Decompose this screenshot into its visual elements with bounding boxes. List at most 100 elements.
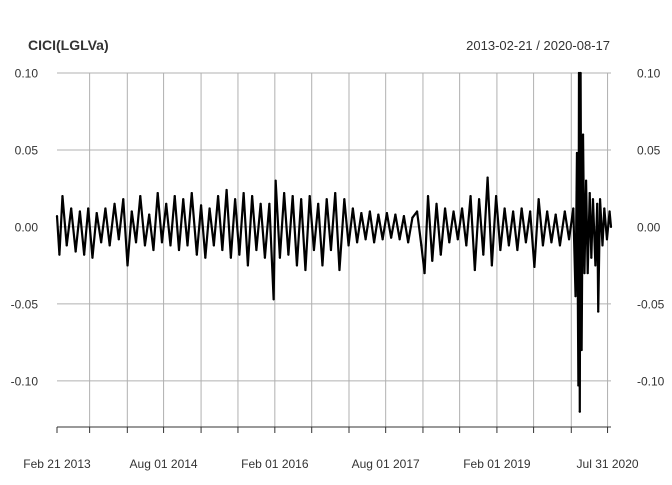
data-point bbox=[338, 268, 341, 272]
data-point bbox=[512, 210, 515, 213]
data-point bbox=[122, 198, 125, 201]
data-point bbox=[268, 202, 271, 205]
data-point bbox=[586, 271, 589, 275]
data-point bbox=[65, 244, 68, 247]
data-point bbox=[190, 191, 193, 195]
data-point bbox=[503, 207, 506, 210]
data-point bbox=[156, 191, 159, 195]
data-point bbox=[148, 213, 151, 216]
data-point bbox=[448, 241, 451, 244]
y-tick-label-left: -0.10 bbox=[11, 374, 39, 388]
data-point bbox=[390, 236, 393, 239]
data-point bbox=[402, 215, 406, 218]
data-point bbox=[377, 213, 380, 216]
data-point bbox=[304, 268, 307, 272]
data-point bbox=[291, 195, 294, 198]
data-point bbox=[356, 241, 359, 244]
series-layer bbox=[55, 71, 613, 413]
x-tick-label: Feb 01 2019 bbox=[463, 457, 531, 471]
data-point bbox=[577, 71, 581, 75]
data-point bbox=[443, 207, 447, 210]
data-point bbox=[91, 256, 94, 259]
data-point bbox=[221, 248, 224, 252]
data-point bbox=[415, 210, 419, 213]
data-point bbox=[229, 256, 232, 259]
axis-layer: 0.10 0.10 0.05 0.05 0.00 0.00 -0.05 -0.05 -0.10 -… bbox=[11, 67, 665, 472]
data-point bbox=[581, 133, 585, 136]
data-point bbox=[165, 202, 168, 205]
data-point bbox=[580, 348, 583, 352]
data-point bbox=[351, 207, 354, 210]
data-point bbox=[274, 179, 277, 182]
data-point bbox=[204, 256, 207, 259]
x-tick-label: Aug 01 2014 bbox=[130, 457, 198, 471]
data-point bbox=[343, 198, 346, 201]
data-point bbox=[605, 238, 609, 241]
data-point bbox=[58, 253, 61, 256]
y-tick-label-right: -0.10 bbox=[637, 374, 665, 388]
data-point bbox=[486, 176, 489, 179]
data-point bbox=[584, 179, 588, 182]
data-point bbox=[490, 264, 493, 267]
data-point bbox=[78, 210, 81, 213]
data-point bbox=[300, 198, 303, 201]
data-point bbox=[575, 151, 579, 155]
data-point bbox=[373, 241, 376, 244]
y-tick-label-right: 0.10 bbox=[637, 67, 661, 81]
data-point bbox=[113, 202, 116, 205]
data-point bbox=[456, 238, 459, 241]
data-point bbox=[583, 271, 586, 275]
data-point bbox=[465, 244, 468, 247]
data-point bbox=[385, 211, 388, 215]
x-tick-label: Aug 01 2017 bbox=[352, 457, 420, 471]
x-tick-label: Feb 21 2013 bbox=[23, 457, 91, 471]
data-point bbox=[533, 265, 536, 269]
data-point bbox=[609, 225, 613, 229]
data-point bbox=[177, 248, 181, 252]
data-point bbox=[287, 253, 290, 256]
data-point bbox=[134, 241, 138, 244]
data-point bbox=[321, 264, 324, 267]
data-point bbox=[579, 71, 582, 75]
data-point bbox=[329, 248, 333, 252]
data-point bbox=[317, 202, 320, 205]
data-point bbox=[216, 195, 220, 198]
data-point bbox=[520, 207, 523, 210]
data-point bbox=[368, 210, 371, 213]
data-point bbox=[143, 244, 147, 247]
data-point bbox=[407, 241, 410, 244]
data-point bbox=[563, 210, 566, 213]
data-point bbox=[588, 191, 591, 195]
data-point bbox=[381, 238, 384, 241]
data-point bbox=[590, 256, 593, 259]
data-point bbox=[473, 268, 476, 272]
data-point bbox=[246, 264, 249, 267]
data-point bbox=[574, 295, 577, 298]
x-tick-label: Jul 31 2020 bbox=[577, 457, 639, 471]
data-point bbox=[195, 253, 198, 256]
data-point bbox=[591, 198, 595, 201]
data-point bbox=[360, 211, 363, 215]
data-point bbox=[507, 244, 510, 247]
data-point bbox=[601, 244, 604, 247]
data-point bbox=[546, 210, 549, 213]
data-point bbox=[597, 310, 600, 313]
data-point bbox=[117, 238, 120, 241]
data-point bbox=[577, 384, 580, 387]
data-point bbox=[169, 244, 172, 247]
data-point bbox=[152, 248, 155, 252]
data-point bbox=[537, 198, 540, 201]
y-tick-label-left: 0.05 bbox=[15, 143, 39, 157]
data-point bbox=[199, 204, 203, 207]
data-point bbox=[212, 244, 215, 247]
data-point bbox=[550, 241, 553, 244]
data-point bbox=[225, 188, 228, 192]
data-point bbox=[186, 244, 189, 247]
data-point bbox=[578, 410, 581, 413]
data-point bbox=[278, 256, 281, 259]
data-point bbox=[516, 248, 519, 252]
y-tick-label-right: 0.00 bbox=[637, 220, 661, 234]
data-point bbox=[567, 238, 571, 241]
